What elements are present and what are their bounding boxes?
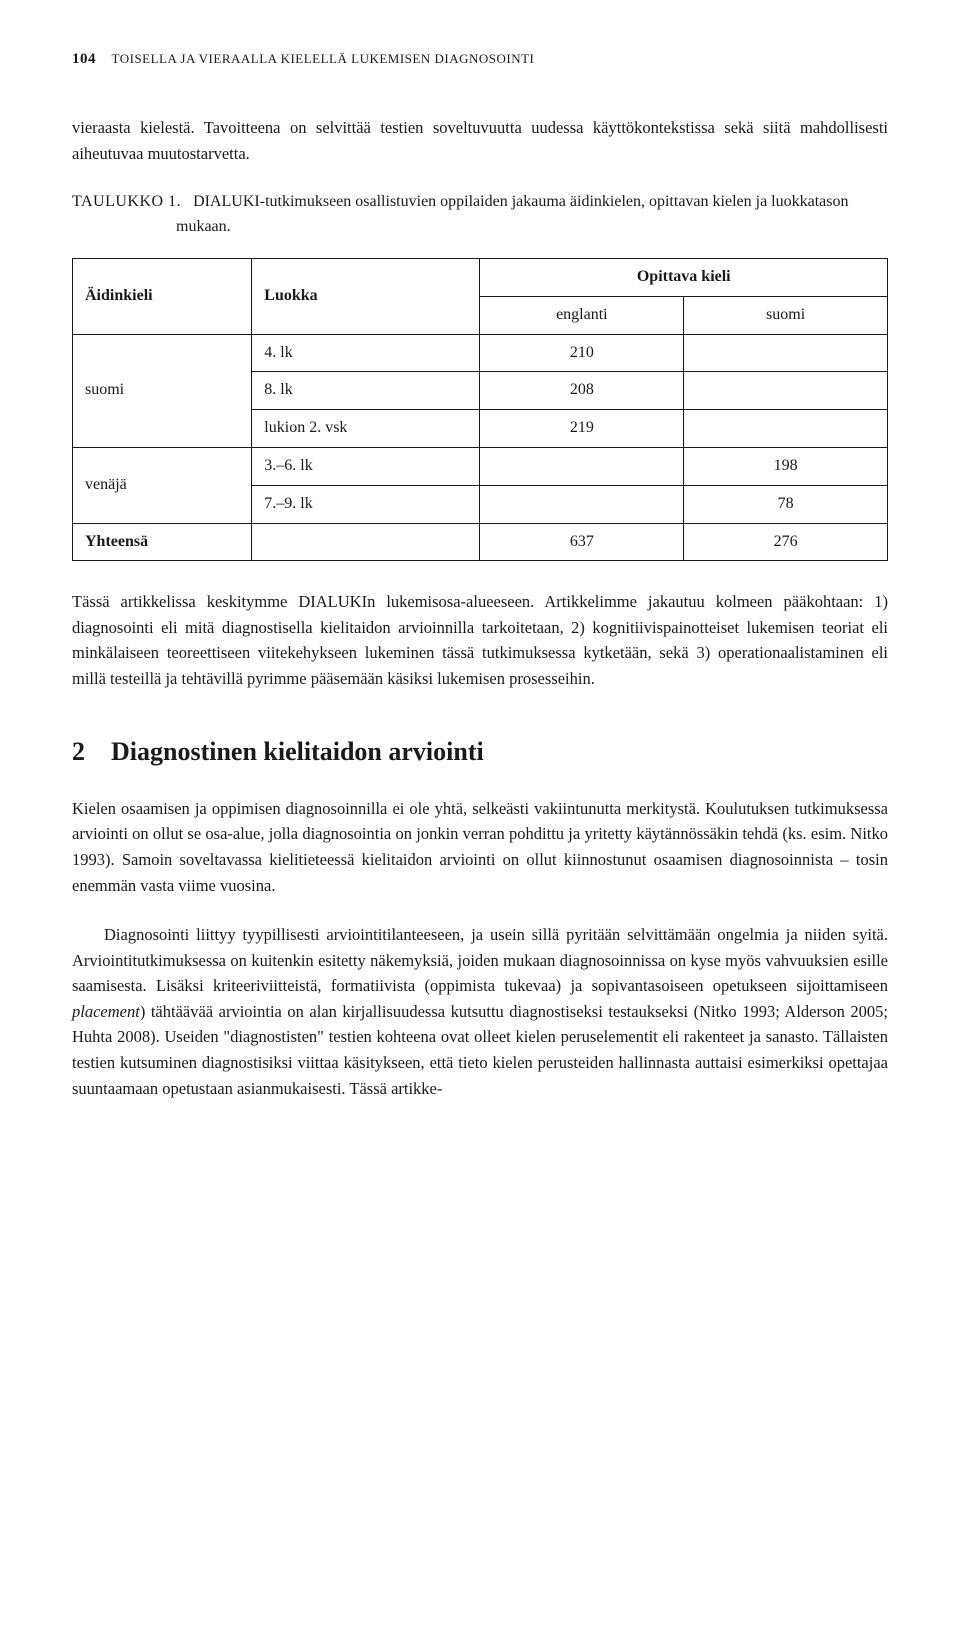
th-luokka: Luokka — [252, 258, 480, 334]
cell-eng — [480, 485, 684, 523]
cell-luokka: lukion 2. vsk — [252, 410, 480, 448]
section-number: 2 — [72, 737, 85, 766]
cell-eng: 219 — [480, 410, 684, 448]
page-number: 104 — [72, 51, 96, 67]
cell-luokka: 7.–9. lk — [252, 485, 480, 523]
cell-suo — [684, 410, 888, 448]
cell-luokka: 8. lk — [252, 372, 480, 410]
section-2-heading: 2 Diagnostinen kielitaidon arviointi — [72, 732, 888, 772]
th-opittava-kieli: Opittava kieli — [480, 258, 888, 296]
cell-eng: 208 — [480, 372, 684, 410]
para-text-before-em: Diagnosointi liittyy tyypillisesti arvio… — [72, 925, 888, 995]
cell-yhteensa: Yhteensä — [73, 523, 252, 561]
section-2-paragraph-2: Diagnosointi liittyy tyypillisesti arvio… — [72, 922, 888, 1101]
running-header: 104 TOISELLA JA VIERAALLA KIELELLÄ LUKEM… — [72, 48, 888, 71]
table-row: venäjä 3.–6. lk 198 — [73, 447, 888, 485]
cell-aidinkieli-suomi: suomi — [73, 334, 252, 447]
table-header-row-1: Äidinkieli Luokka Opittava kieli — [73, 258, 888, 296]
table-row-total: Yhteensä 637 276 — [73, 523, 888, 561]
running-title: TOISELLA JA VIERAALLA KIELELLÄ LUKEMISEN… — [112, 51, 535, 66]
section-title: Diagnostinen kielitaidon arviointi — [111, 737, 484, 766]
cell-suo — [684, 372, 888, 410]
cell-total-eng: 637 — [480, 523, 684, 561]
cell-empty — [252, 523, 480, 561]
th-englanti: englanti — [480, 296, 684, 334]
table-caption: TAULUKKO 1. DIALUKI-tutkimukseen osallis… — [176, 190, 888, 240]
cell-eng — [480, 447, 684, 485]
cell-suo — [684, 334, 888, 372]
post-table-paragraph: Tässä artikkelissa keskitymme DIALUKIn l… — [72, 589, 888, 691]
cell-aidinkieli-venaja: venäjä — [73, 447, 252, 523]
placement-em: placement — [72, 1002, 140, 1021]
cell-eng: 210 — [480, 334, 684, 372]
cell-total-suo: 276 — [684, 523, 888, 561]
data-table: Äidinkieli Luokka Opittava kieli englant… — [72, 258, 888, 561]
section-2-paragraph-1: Kielen osaamisen ja oppimisen diagnosoin… — [72, 796, 888, 898]
cell-luokka: 4. lk — [252, 334, 480, 372]
cell-suo: 78 — [684, 485, 888, 523]
table-caption-text: DIALUKI-tutkimukseen osallistuvien oppil… — [176, 193, 848, 235]
th-suomi: suomi — [684, 296, 888, 334]
table-caption-label: TAULUKKO 1. — [72, 193, 181, 210]
cell-suo: 198 — [684, 447, 888, 485]
table-row: suomi 4. lk 210 — [73, 334, 888, 372]
intro-paragraph: vieraasta kielestä. Tavoitteena on selvi… — [72, 115, 888, 166]
th-aidinkieli: Äidinkieli — [73, 258, 252, 334]
cell-luokka: 3.–6. lk — [252, 447, 480, 485]
para-text-after-em: ) tähtäävää arviointia on alan kirjallis… — [72, 1002, 888, 1098]
